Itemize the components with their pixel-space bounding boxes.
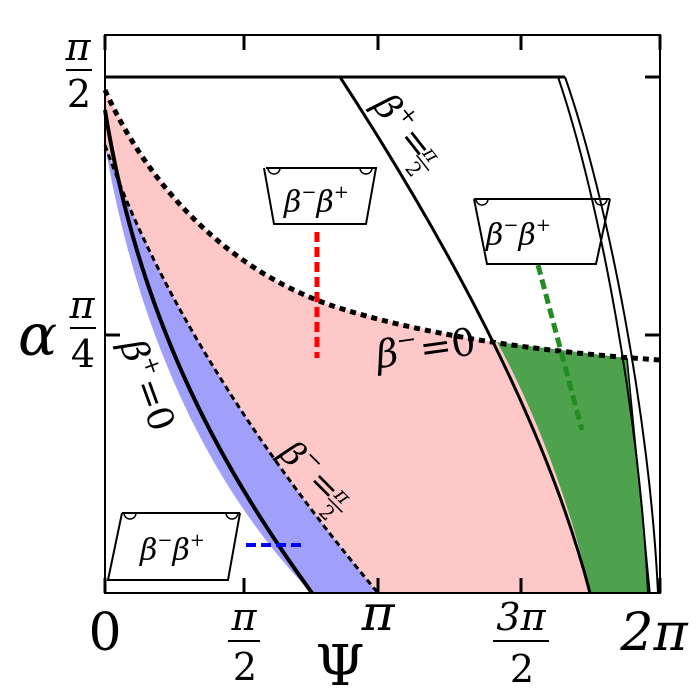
svg-text:β−β+: β−β+: [485, 215, 551, 253]
ytick-pi-over-4: π 4: [69, 283, 96, 376]
xtick-2pi: 2π: [619, 603, 688, 663]
svg-text:2: 2: [233, 645, 257, 689]
beta-minus-zero-curve: [102, 88, 661, 363]
svg-text:3π: 3π: [496, 595, 546, 639]
label-beta-plus-half-pi: β+= π 2: [364, 85, 446, 182]
xtick-0: 0: [88, 603, 121, 663]
xtick-pi-over-2: π 2: [228, 595, 260, 689]
x-axis-label: Ψ: [315, 634, 364, 699]
outer-boundary-curve-2: [564, 76, 659, 594]
svg-text:π: π: [231, 595, 258, 639]
xtick-3pi-over-2: 3π 2: [493, 595, 549, 691]
beta-minus-half-pi-curve: [103, 144, 380, 594]
tick-marks: [103, 35, 662, 593]
inset-green: β−β+: [473, 198, 611, 265]
green-marker-line: [535, 264, 585, 431]
beta-plus-half-pi-curve: [338, 76, 592, 594]
svg-text:β−β+: β−β+: [139, 530, 205, 568]
plot-frame: [104, 34, 661, 594]
ytick-pi-over-2: π 2: [65, 25, 92, 116]
green-edge-line: [626, 357, 651, 594]
svg-text:2: 2: [67, 72, 91, 116]
xtick-pi: π: [361, 584, 396, 642]
blue-region: [105, 145, 378, 593]
svg-text:π: π: [69, 283, 96, 327]
pink-region: [105, 88, 590, 593]
svg-text:π: π: [65, 25, 92, 69]
green-region: [497, 342, 650, 593]
svg-text:4: 4: [71, 332, 95, 376]
inset-blue: β−β+: [106, 512, 241, 581]
svg-text:2: 2: [510, 647, 534, 691]
y-axis-label: α: [18, 301, 57, 369]
inset-red: β−β+: [263, 167, 377, 225]
svg-text:β−β+: β−β+: [283, 182, 349, 220]
